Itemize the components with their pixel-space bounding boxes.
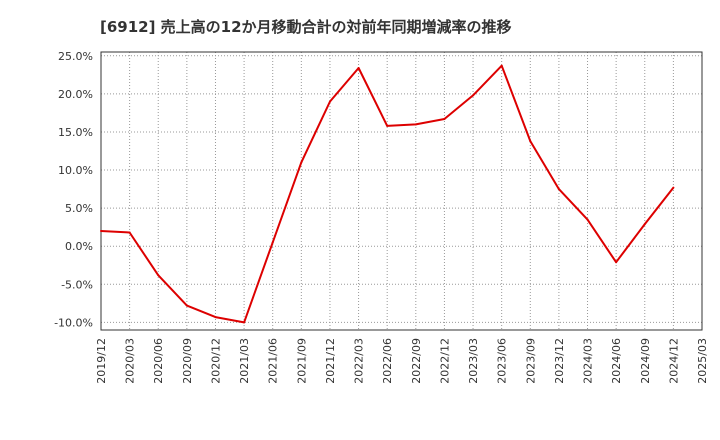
grid-lines <box>101 52 702 330</box>
data-point <box>672 186 675 189</box>
x-tick-label: 2025/03 <box>696 338 709 384</box>
x-tick-label: 2021/03 <box>238 338 251 384</box>
x-axis: 2019/12 2020/03 2020/06 2020/09 2020/12 2021/… <box>95 338 709 384</box>
x-tick-label: 2023/12 <box>553 338 566 384</box>
x-tick-label: 2020/06 <box>152 338 165 384</box>
data-point <box>500 64 503 67</box>
x-tick-label: 2024/12 <box>667 338 680 384</box>
data-point <box>214 316 217 319</box>
x-tick-label: 2024/06 <box>610 338 623 384</box>
data-point <box>100 229 102 232</box>
y-tick-label: 15.0% <box>58 126 93 139</box>
x-tick-label: 2021/09 <box>295 338 308 384</box>
y-tick-label: 0.0% <box>65 240 93 253</box>
x-tick-label: 2021/12 <box>324 338 337 384</box>
y-tick-label: 20.0% <box>58 88 93 101</box>
x-tick-label: 2023/09 <box>524 338 537 384</box>
x-tick-label: 2022/09 <box>410 338 423 384</box>
data-point <box>157 274 160 277</box>
data-point <box>472 94 475 97</box>
x-tick-label: 2020/12 <box>209 338 222 384</box>
y-tick-label: -5.0% <box>61 278 93 291</box>
data-point <box>586 218 589 221</box>
x-tick-label: 2024/09 <box>639 338 652 384</box>
x-tick-label: 2020/03 <box>124 338 137 384</box>
y-tick-label: 10.0% <box>58 164 93 177</box>
y-tick-label: 25.0% <box>58 50 93 63</box>
data-point <box>386 124 389 127</box>
data-point <box>557 188 560 191</box>
x-tick-label: 2024/03 <box>582 338 595 384</box>
plot-area <box>100 51 703 331</box>
data-point <box>443 118 446 121</box>
data-point <box>643 223 646 226</box>
data-point <box>300 161 303 164</box>
y-tick-label: -10.0% <box>54 316 93 329</box>
data-point <box>615 261 618 264</box>
data-point <box>185 304 188 307</box>
data-point <box>128 231 131 234</box>
data-point <box>414 123 417 126</box>
x-tick-label: 2023/03 <box>467 338 480 384</box>
x-tick-label: 2022/06 <box>381 338 394 384</box>
x-tick-label: 2019/12 <box>95 338 108 384</box>
series-layer <box>100 64 675 324</box>
y-axis: 25.0% 20.0% 15.0% 10.0% 5.0% 0.0% -5.0% -10.0% <box>54 50 93 330</box>
x-tick-label: 2023/06 <box>496 338 509 384</box>
x-tick-label: 2020/09 <box>181 338 194 384</box>
data-point <box>328 100 331 103</box>
data-point <box>243 321 246 324</box>
data-point <box>271 241 274 244</box>
data-point <box>529 140 532 143</box>
chart-title: [6912] 売上高の12か月移動合計の対前年同期増減率の推移 <box>100 18 512 36</box>
y-tick-label: 5.0% <box>65 202 93 215</box>
x-tick-label: 2022/03 <box>353 338 366 384</box>
x-tick-label: 2021/06 <box>267 338 280 384</box>
x-tick-label: 2022/12 <box>438 338 451 384</box>
data-point <box>357 66 360 69</box>
